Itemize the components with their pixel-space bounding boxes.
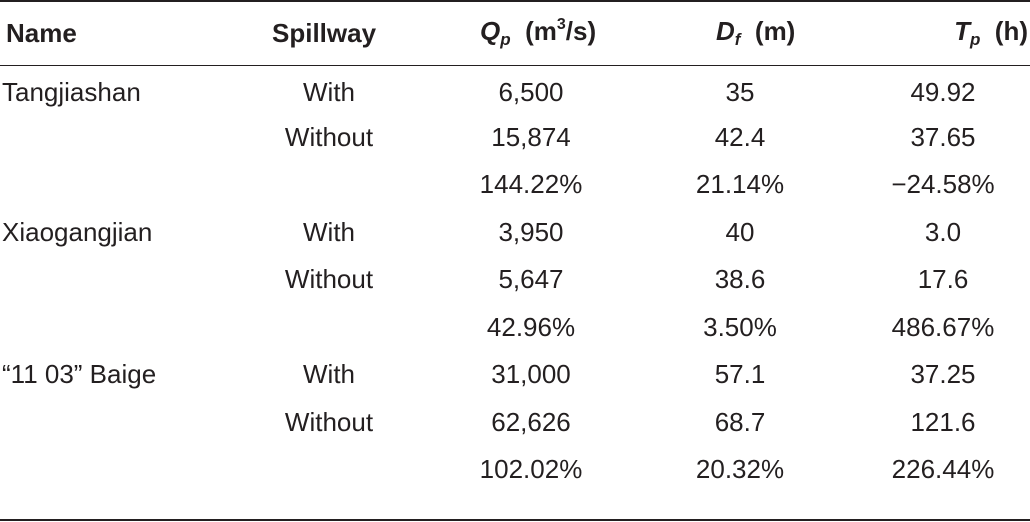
cell-qp: 102.02% [479,454,583,485]
df-subscript: f [734,30,741,49]
tp-subscript: p [969,30,981,49]
cell-df: 57.1 [714,359,766,390]
table-row: 102.02% 20.32% 226.44% [0,446,1030,494]
qp-unit-pre: (m [525,16,557,46]
cell-tp: 37.65 [910,121,976,152]
tp-symbol: T [954,16,970,46]
header-qp: Qp (m3/s) [422,0,640,66]
header-tp: Tp (h) [840,0,1030,66]
table-row: Xiaogangjian With 3,950 40 3.0 [0,209,1030,257]
table-header: Name Spillway Qp (m3/s) Df (m) Tp (h) [0,0,1030,66]
cell-tp: 17.6 [917,264,969,295]
cell-name: “11 03” Baige [2,359,157,390]
cell-spillway: With [303,359,355,390]
cell-spillway: Without [284,121,374,152]
cell-df: 38.6 [714,264,766,295]
table-row: Tangjiashan With 6,500 35 49.92 [0,66,1030,114]
cell-df: 21.14% [695,169,785,200]
header-rule [0,65,1030,66]
cell-df: 68.7 [714,406,766,437]
qp-symbol: Q [480,16,501,46]
table-row: Without 15,874 42.4 37.65 [0,114,1030,162]
qp-unit-post: /s) [565,16,597,46]
cell-qp: 31,000 [491,359,571,390]
cell-name: Tangjiashan [2,77,141,108]
cell-spillway [236,446,422,494]
table-row: “11 03” Baige With 31,000 57.1 37.25 [0,351,1030,399]
header-spillway: Spillway [272,17,377,48]
cell-df: 42.4 [714,121,766,152]
cell-df: 3.50% [703,311,777,342]
results-table: Name Spillway Qp (m3/s) Df (m) Tp (h) Ta… [0,0,1030,494]
cell-qp: 15,874 [491,121,571,152]
cell-df: 20.32% [695,454,785,485]
cell-qp: 62,626 [491,406,571,437]
cell-df: 35 [725,77,755,108]
cell-name [0,161,236,209]
df-symbol: D [716,16,735,46]
cell-spillway [236,161,422,209]
cell-tp: 3.0 [924,216,962,247]
cell-name [0,256,236,304]
cell-tp: −24.58% [891,169,995,200]
cell-spillway: With [303,216,355,247]
cell-tp: 37.25 [910,359,976,390]
bottom-rule [0,519,1030,521]
qp-unit-sup: 3 [556,16,566,33]
cell-spillway [236,304,422,352]
header-name: Name [6,17,77,48]
table-body: Tangjiashan With 6,500 35 49.92 Without … [0,66,1030,494]
header-df: Df (m) [640,0,840,66]
top-rule [0,0,1030,2]
table-row: 42.96% 3.50% 486.67% [0,304,1030,352]
cell-name [0,114,236,162]
table-row: Without 5,647 38.6 17.6 [0,256,1030,304]
cell-qp: 5,647 [498,264,564,295]
cell-qp: 144.22% [479,169,583,200]
cell-spillway: Without [284,264,374,295]
cell-tp: 121.6 [910,406,976,437]
cell-tp: 486.67% [891,311,995,342]
cell-name [0,399,236,447]
cell-name [0,304,236,352]
header-row: Name Spillway Qp (m3/s) Df (m) Tp (h) [0,0,1030,66]
df-unit: (m) [754,16,796,46]
qp-subscript: p [500,30,511,49]
cell-qp: 6,500 [498,77,564,108]
cell-df: 40 [725,216,755,247]
cell-tp: 226.44% [891,454,995,485]
tp-unit: (h) [994,16,1028,46]
table-row: 144.22% 21.14% −24.58% [0,161,1030,209]
cell-qp: 3,950 [498,216,564,247]
table-row: Without 62,626 68.7 121.6 [0,399,1030,447]
cell-spillway: Without [284,406,374,437]
cell-tp: 49.92 [910,77,976,108]
cell-qp: 42.96% [486,311,576,342]
cell-spillway: With [303,77,355,108]
cell-name: Xiaogangjian [2,216,153,247]
cell-name [0,446,236,494]
